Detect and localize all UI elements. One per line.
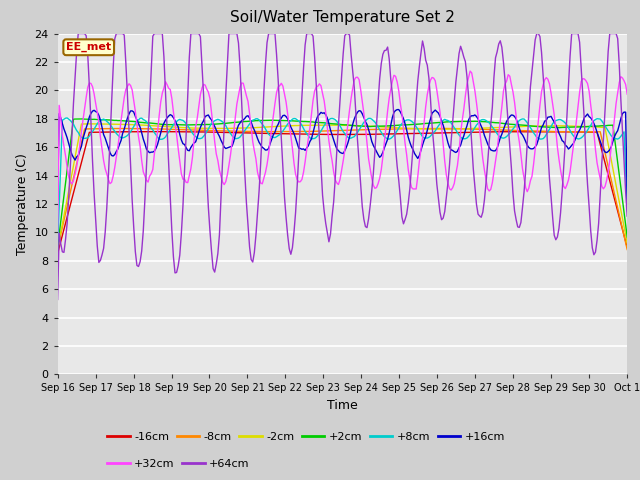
Line: +16cm: +16cm [58,109,627,200]
Title: Soil/Water Temperature Set 2: Soil/Water Temperature Set 2 [230,11,455,25]
-8cm [243,129,250,134]
+8cm [244,123,252,129]
+2cm [79,116,87,122]
-16cm [593,130,601,135]
+8cm [623,208,631,214]
Line: -8cm: -8cm [58,128,627,250]
-16cm [305,132,312,137]
+16cm [54,197,61,203]
+32cm [223,172,231,178]
Line: +2cm: +2cm [58,119,627,247]
+2cm [593,123,601,129]
Line: +32cm: +32cm [58,71,627,239]
-2cm [253,125,261,131]
-8cm [252,129,260,134]
+16cm [303,145,310,151]
-8cm [435,125,442,131]
+16cm [223,145,231,151]
+32cm [623,91,631,97]
Text: EE_met: EE_met [66,42,111,52]
+8cm [225,128,233,134]
-16cm [124,129,131,134]
+8cm [253,116,261,121]
-16cm [225,130,233,135]
-16cm [147,129,155,134]
-8cm [223,128,231,134]
+64cm [74,31,82,36]
+8cm [63,115,71,121]
+64cm [593,238,601,243]
X-axis label: Time: Time [327,399,358,412]
+64cm [623,213,631,219]
-16cm [54,251,61,256]
-2cm [623,240,631,246]
+2cm [253,118,261,123]
-2cm [305,122,312,128]
+2cm [305,119,312,124]
+64cm [54,297,61,302]
+64cm [225,31,233,36]
Line: +8cm: +8cm [58,118,627,249]
-8cm [303,129,310,134]
+2cm [54,244,61,250]
-2cm [593,124,601,130]
-2cm [225,125,233,131]
Line: -2cm: -2cm [58,124,627,249]
+2cm [225,120,233,126]
+32cm [243,93,250,99]
-2cm [125,122,133,128]
+64cm [244,222,252,228]
-16cm [244,130,252,136]
+16cm [593,130,601,135]
-2cm [89,121,97,127]
-8cm [54,245,61,251]
-16cm [623,245,631,251]
Y-axis label: Temperature (C): Temperature (C) [16,153,29,255]
-2cm [244,125,252,131]
-8cm [623,247,631,252]
+64cm [253,210,261,216]
+32cm [252,156,260,162]
-2cm [54,246,61,252]
Legend: +32cm, +64cm: +32cm, +64cm [103,455,254,474]
+32cm [54,236,61,242]
+8cm [593,116,601,121]
+16cm [395,107,403,112]
Line: +64cm: +64cm [58,34,627,300]
+64cm [305,31,312,36]
Line: -16cm: -16cm [58,132,627,253]
-8cm [593,129,601,135]
+2cm [244,119,252,124]
+32cm [593,160,601,166]
+32cm [467,68,474,74]
+16cm [623,197,631,203]
-8cm [124,126,131,132]
+32cm [124,84,131,89]
-16cm [253,130,261,136]
+16cm [124,115,131,121]
+16cm [243,113,250,119]
+8cm [305,133,312,139]
+16cm [252,131,260,137]
+32cm [303,147,310,153]
+2cm [125,118,133,124]
+8cm [125,131,133,137]
+64cm [125,127,133,132]
+8cm [54,246,61,252]
+2cm [623,234,631,240]
